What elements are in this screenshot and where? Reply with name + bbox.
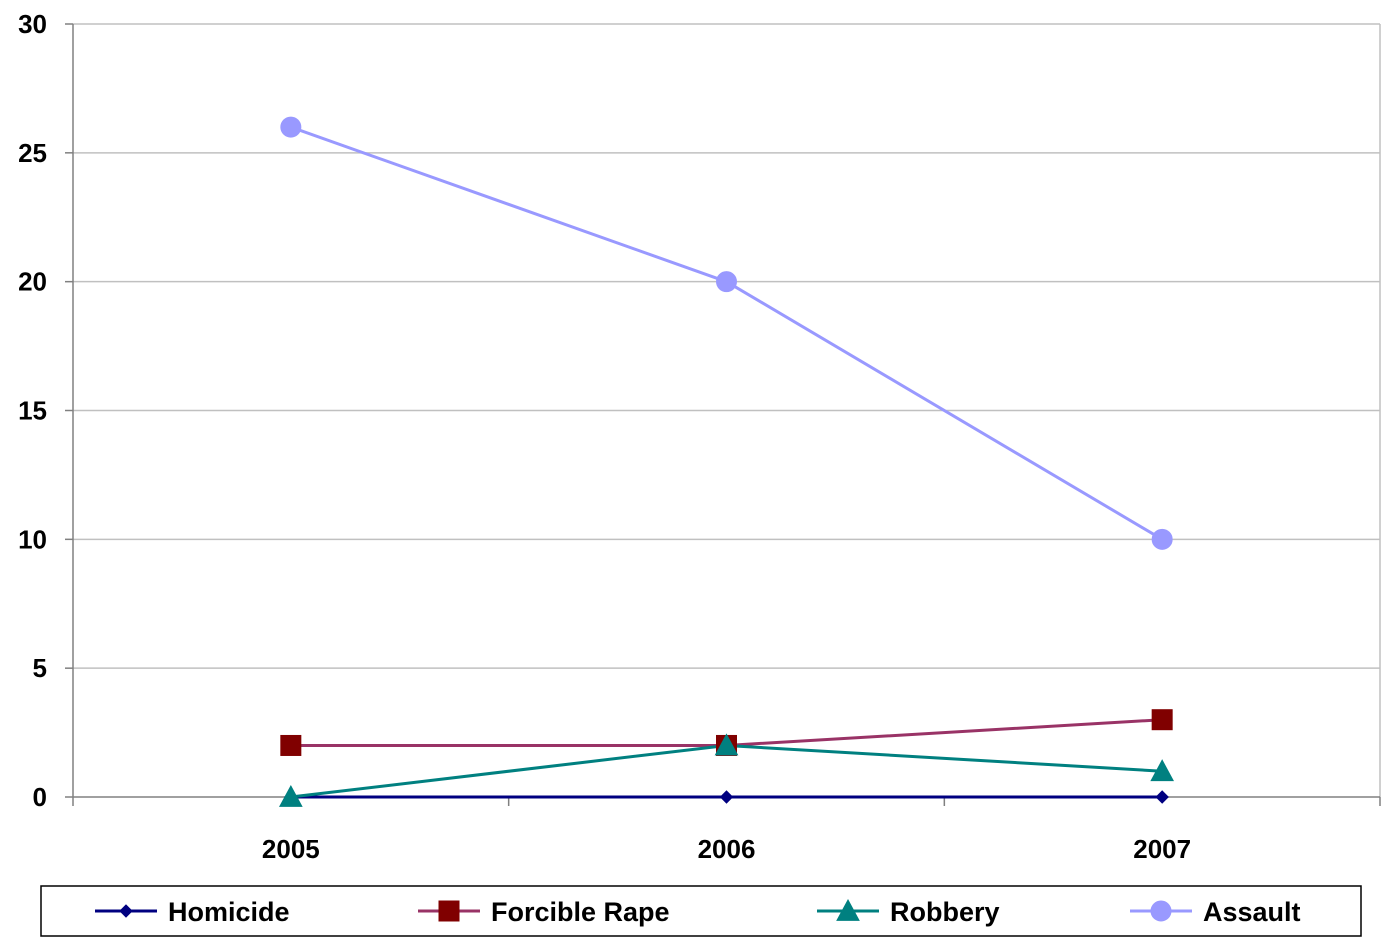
y-tick-label: 15 <box>18 396 47 426</box>
data-point-homicide <box>719 790 734 804</box>
data-point-assault <box>716 271 737 293</box>
legend-marker-homicide <box>119 904 133 918</box>
series-line-assault <box>290 125 1163 541</box>
y-tick-label: 0 <box>33 782 47 812</box>
legend-marker-robbery <box>836 898 860 921</box>
legend: Homicide Forcible Rape Robbery Assault <box>40 885 1362 937</box>
data-point-robbery <box>1150 759 1175 782</box>
data-point-forcible-rape <box>280 734 302 756</box>
data-point-robbery <box>714 733 739 756</box>
y-tick-label: 25 <box>18 138 47 168</box>
gridlines <box>73 23 1381 797</box>
y-tick-label: 10 <box>18 524 47 554</box>
legend-marker-assault <box>1150 900 1172 922</box>
legend-label-assault: Assault <box>1203 897 1301 927</box>
x-tick-label: 2006 <box>698 834 756 864</box>
series-markers <box>278 116 1175 807</box>
data-point-robbery <box>278 784 303 807</box>
x-tick-label: 2005 <box>262 834 320 864</box>
legend-marker-forcible-rape <box>438 900 460 922</box>
y-tick-label: 30 <box>18 9 47 39</box>
legend-label-robbery: Robbery <box>890 897 1000 927</box>
data-point-assault <box>280 116 302 138</box>
y-tick-labels: 0 5 10 15 20 25 30 <box>18 9 47 812</box>
x-tick-labels: 2005 2006 2007 <box>262 834 1191 864</box>
x-tick-label: 2007 <box>1133 834 1191 864</box>
data-point-assault <box>1151 528 1173 550</box>
legend-label-homicide: Homicide <box>168 897 290 927</box>
data-point-homicide <box>1155 790 1169 804</box>
series-lines <box>290 125 1163 799</box>
data-point-forcible-rape <box>1151 709 1173 731</box>
y-tick-label: 5 <box>33 653 47 683</box>
legend-label-forcible-rape: Forcible Rape <box>491 897 670 927</box>
axes <box>65 23 1381 806</box>
y-tick-label: 20 <box>18 267 47 297</box>
